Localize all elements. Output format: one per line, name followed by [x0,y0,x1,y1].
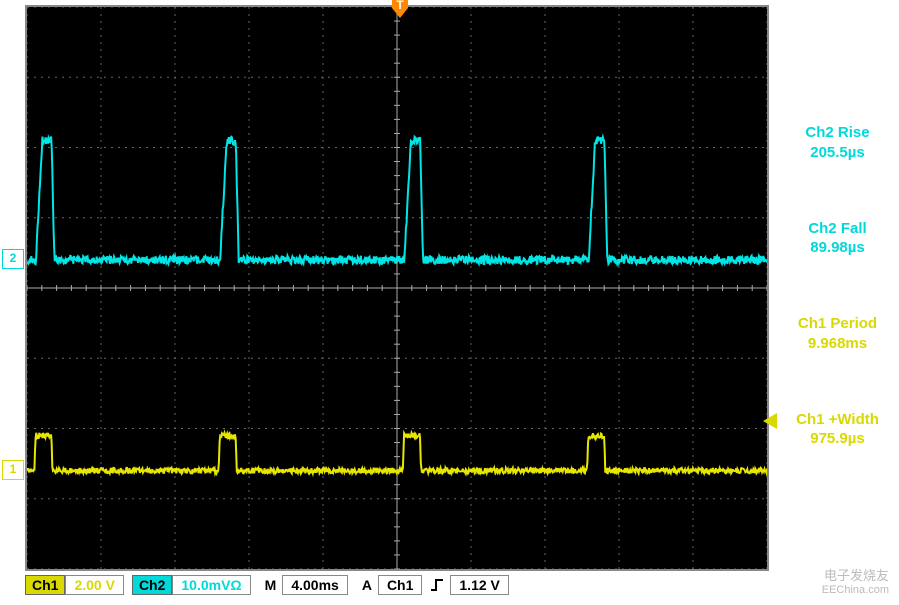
measurement-label: Ch1 +Width [780,410,895,430]
watermark: 电子发烧友 EEChina.com [822,568,889,597]
ch1-ground-marker: 1 [2,460,24,480]
trig-source: Ch1 [378,575,422,595]
timebase-label: M [259,576,283,594]
measurement-label: Ch1 Period [780,314,895,334]
ch1-marker-label: 1 [10,462,17,476]
ch2-marker-label: 2 [10,251,17,265]
timebase-scale: 4.00ms [282,575,347,595]
trig-level: 1.12 V [450,575,508,595]
measurement-value: 9.968ms [780,334,895,354]
ch2-label: Ch2 [132,575,172,595]
measurement-0: Ch2 Rise 205.5µs [780,123,895,162]
ch2-ground-marker: 2 [2,249,24,269]
measurement-2: Ch1 Period 9.968ms [780,314,895,353]
readout-bar: Ch1 2.00 V Ch2 10.0mVΩ M 4.00ms A Ch1 1.… [25,570,895,600]
measurement-3: Ch1 +Width 975.9µs [780,410,895,449]
trig-mode-label: A [356,576,378,594]
rising-edge-icon [430,578,444,592]
trigger-level-arrow [763,413,777,429]
measurement-value: 975.9µs [780,429,895,449]
measurement-value: 205.5µs [780,143,895,163]
measurements-panel: Ch2 Rise 205.5µs Ch2 Fall 89.98µs Ch1 Pe… [780,5,895,567]
svg-text:T: T [396,0,404,12]
waveform-canvas [27,7,767,569]
trigger-position-indicator: T [388,0,412,22]
measurement-value: 89.98µs [780,238,895,258]
measurement-1: Ch2 Fall 89.98µs [780,219,895,258]
scope-display [25,5,769,571]
ch2-scale: 10.0mVΩ [172,575,250,595]
watermark-en: EEChina.com [822,584,889,597]
measurement-label: Ch2 Rise [780,123,895,143]
watermark-cn: 电子发烧友 [822,568,889,584]
ch1-label: Ch1 [25,575,65,595]
ch1-scale: 2.00 V [65,575,123,595]
measurement-label: Ch2 Fall [780,219,895,239]
